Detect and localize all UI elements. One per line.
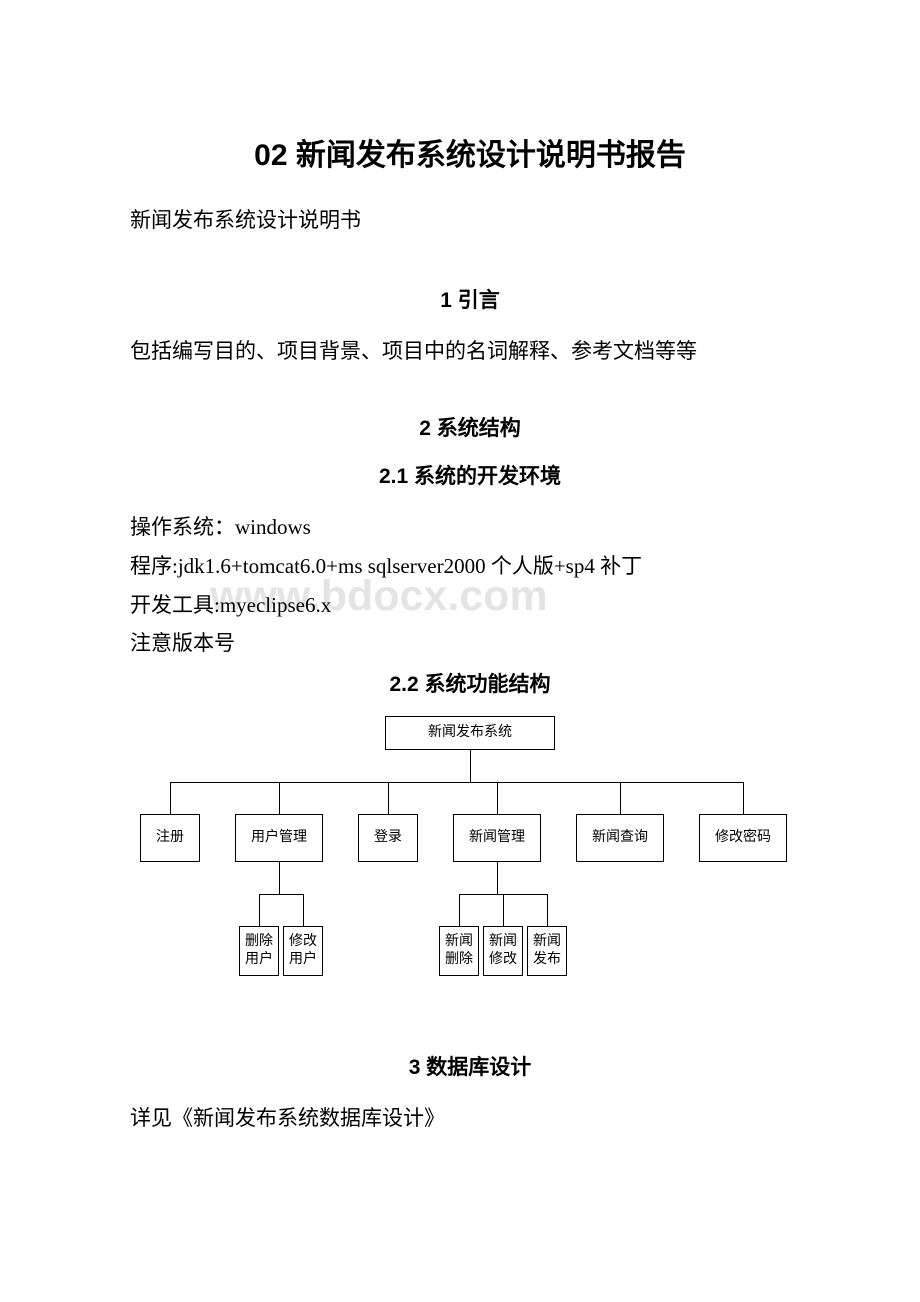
- section-3-heading: 3 数据库设计: [130, 1051, 810, 1081]
- tree-news-child-2: 新闻 发布: [527, 926, 567, 976]
- env-line-tool: 开发工具:myeclipse6.x: [130, 586, 810, 625]
- tree-level2-node-1: 用户管理: [235, 814, 323, 862]
- tree-connector: [259, 894, 303, 895]
- document-subtitle: 新闻发布系统设计说明书: [130, 204, 810, 234]
- tree-connector: [170, 782, 743, 783]
- tree-connector: [259, 894, 260, 926]
- tree-user-child-1: 修改 用户: [283, 926, 323, 976]
- section-introduction: 1 引言 包括编写目的、项目背景、项目中的名词解释、参考文档等等: [130, 284, 810, 372]
- tree-connector: [303, 894, 304, 926]
- tree-level2-node-5: 修改密码: [699, 814, 787, 862]
- tree-level2-node-3: 新闻管理: [453, 814, 541, 862]
- tree-news-child-1: 新闻 修改: [483, 926, 523, 976]
- section-database-design: 3 数据库设计 详见《新闻发布系统数据库设计》: [130, 1051, 810, 1139]
- tree-level2-node-2: 登录: [358, 814, 418, 862]
- env-line-program: 程序:jdk1.6+tomcat6.0+ms sqlserver2000 个人版…: [130, 547, 810, 586]
- section-2-heading: 2 系统结构: [130, 412, 810, 442]
- tree-connector: [279, 862, 280, 894]
- function-structure-tree: 新闻发布系统注册用户管理登录新闻管理新闻查询修改密码删除 用户修改 用户 新闻 删…: [130, 716, 810, 1006]
- tree-level2-node-0: 注册: [140, 814, 200, 862]
- tree-news-child-0: 新闻 删除: [439, 926, 479, 976]
- tree-connector: [170, 782, 171, 814]
- tree-connector: [497, 862, 498, 894]
- section-1-text: 包括编写目的、项目背景、项目中的名词解释、参考文档等等: [130, 332, 810, 372]
- tree-connector: [743, 782, 744, 814]
- tree-connector: [459, 894, 460, 926]
- tree-connector: [620, 782, 621, 814]
- section-3-text: 详见《新闻发布系统数据库设计》: [130, 1099, 810, 1139]
- env-line-note: 注意版本号: [130, 624, 810, 663]
- tree-connector: [388, 782, 389, 814]
- section-2-2-heading: 2.2 系统功能结构: [130, 668, 810, 698]
- tree-connector: [497, 782, 498, 814]
- tree-connector: [547, 894, 548, 926]
- env-line-os: 操作系统：windows: [130, 508, 810, 547]
- tree-root-node: 新闻发布系统: [385, 716, 555, 750]
- section-system-structure: 2 系统结构 2.1 系统的开发环境 操作系统：windows 程序:jdk1.…: [130, 412, 810, 698]
- tree-connector: [279, 782, 280, 814]
- tree-user-child-0: 删除 用户: [239, 926, 279, 976]
- tree-level2-node-4: 新闻查询: [576, 814, 664, 862]
- environment-list: 操作系统：windows 程序:jdk1.6+tomcat6.0+ms sqls…: [130, 508, 810, 663]
- section-1-heading: 1 引言: [130, 284, 810, 314]
- tree-connector: [470, 750, 471, 782]
- tree-connector: [503, 894, 504, 926]
- document-title: 02 新闻发布系统设计说明书报告: [130, 130, 810, 174]
- section-2-1-heading: 2.1 系统的开发环境: [130, 460, 810, 490]
